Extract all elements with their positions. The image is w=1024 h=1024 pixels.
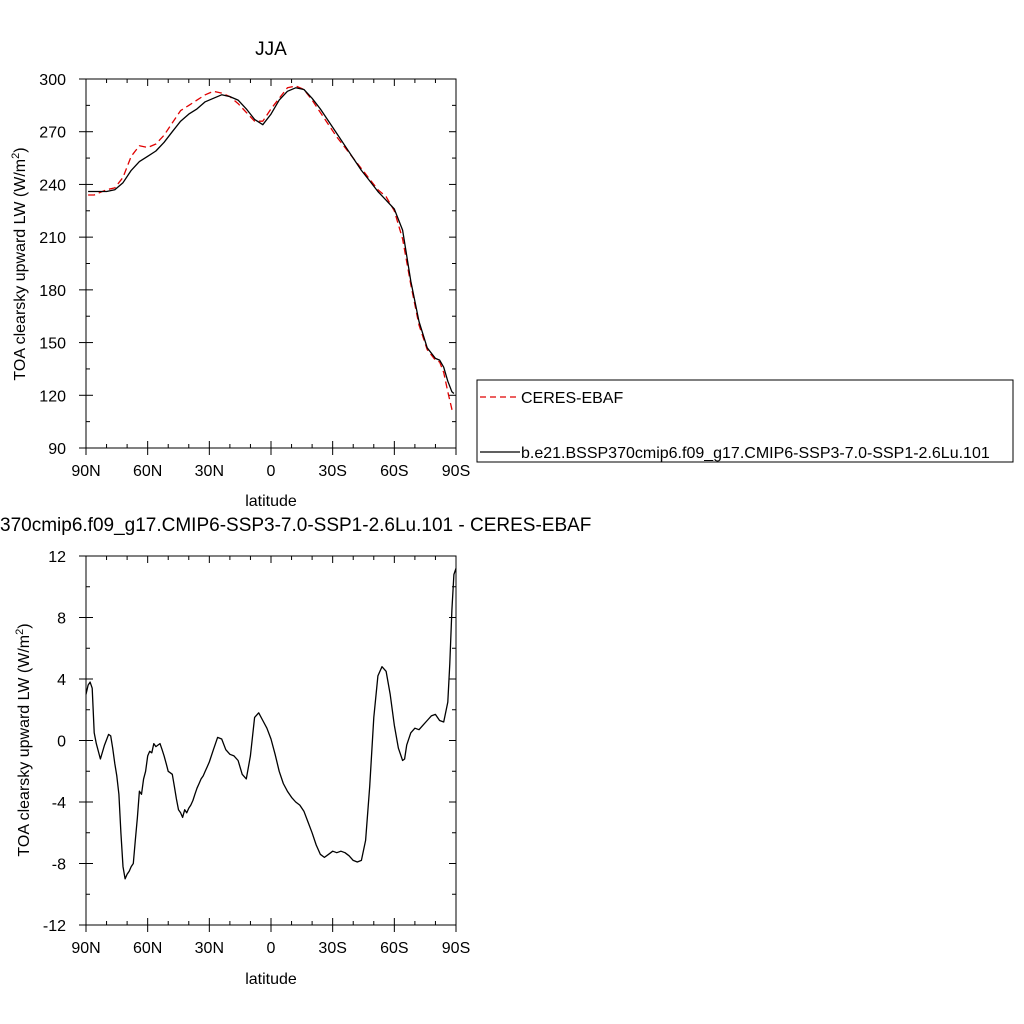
top-x-tick-label: 0 [267, 463, 276, 480]
top-x-tick-label: 30N [195, 463, 224, 480]
top-panel-title: JJA [255, 39, 287, 60]
top-panel-mean-lw: JJA 90N 60N 30N 0 30S 60S 90S 90 120 150 180 210 24… [10, 39, 470, 510]
top-series-lines [88, 85, 455, 414]
bottom-y-tick-label: 0 [57, 734, 66, 751]
legend: CERES-EBAF b.e21.BSSP370cmip6.f09_g17.CM… [476, 379, 1014, 463]
bottom-y-axis-title-sup: 2 [14, 629, 26, 635]
bottom-x-tick-label: 90N [71, 940, 100, 957]
top-y-tick-label: 150 [39, 336, 66, 353]
top-x-tick-label: 60S [380, 463, 408, 480]
top-series-line-0 [88, 85, 455, 414]
top-y-tick-label: 180 [39, 283, 66, 300]
top-y-tick-label: 90 [48, 441, 66, 458]
bottom-x-tick-label: 60S [380, 940, 408, 957]
bottom-y-axis-title-close: ) [16, 623, 33, 628]
bottom-y-tick-label: -8 [52, 857, 66, 874]
bottom-series-lines [85, 568, 457, 880]
bottom-y-tick-label: -12 [43, 918, 66, 935]
legend-label-ceres: CERES-EBAF [521, 390, 623, 407]
top-x-tick-label: 90S [442, 463, 470, 480]
top-y-tick-label: 210 [39, 230, 66, 247]
top-y-axis-title: TOA clearsky upward LW (W/m2) [10, 147, 29, 380]
bottom-x-tick-label: 0 [267, 940, 276, 957]
bottom-panel-title: 370cmip6.f09_g17.CMIP6-SSP3-7.0-SSP1-2.6… [0, 515, 591, 536]
bottom-panel-difference: 370cmip6.f09_g17.CMIP6-SSP3-7.0-SSP1-2.6… [0, 515, 591, 988]
top-series-line-1 [88, 87, 455, 394]
top-x-tick-label: 60N [133, 463, 162, 480]
top-y-tick-label: 240 [39, 177, 66, 194]
top-plot-frame [85, 78, 457, 449]
top-x-axis-title: latitude [245, 493, 297, 510]
top-y-tick-label: 300 [39, 72, 66, 89]
legend-label-model: b.e21.BSSP370cmip6.f09_g17.CMIP6-SSP3-7.… [521, 445, 990, 462]
top-x-tick-label: 90N [71, 463, 100, 480]
bottom-series-line-0 [85, 568, 457, 880]
bottom-y-axis-title: TOA clearsky upward LW (W/m2) [14, 623, 33, 856]
bottom-y-tick-label: 4 [57, 672, 66, 689]
top-y-axis: 90 120 150 180 210 240 270 300 [39, 72, 456, 458]
top-y-tick-label: 270 [39, 125, 66, 142]
bottom-x-axis-title: latitude [245, 971, 297, 988]
bottom-x-tick-label: 90S [442, 940, 470, 957]
top-y-axis-title-close: ) [12, 147, 29, 152]
bottom-y-tick-label: 12 [48, 549, 66, 566]
top-x-axis: 90N 60N 30N 0 30S 60S 90S [71, 79, 470, 480]
bottom-x-tick-label: 60N [133, 940, 162, 957]
bottom-y-tick-label: -4 [52, 795, 66, 812]
top-y-tick-label: 120 [39, 388, 66, 405]
top-x-tick-label: 30S [318, 463, 346, 480]
bottom-x-axis: 90N 60N 30N 0 30S 60S 90S [71, 556, 470, 957]
bottom-y-tick-label: 8 [57, 611, 66, 628]
bottom-x-tick-label: 30S [318, 940, 346, 957]
legend-box [476, 379, 1014, 463]
bottom-y-axis-title-main: TOA clearsky upward LW (W/m [16, 635, 33, 857]
top-y-axis-title-sup: 2 [10, 153, 22, 159]
top-y-axis-title-main: TOA clearsky upward LW (W/m [12, 159, 29, 381]
bottom-y-axis: -12 -8 -4 0 4 8 12 [43, 549, 456, 935]
bottom-x-tick-label: 30N [195, 940, 224, 957]
